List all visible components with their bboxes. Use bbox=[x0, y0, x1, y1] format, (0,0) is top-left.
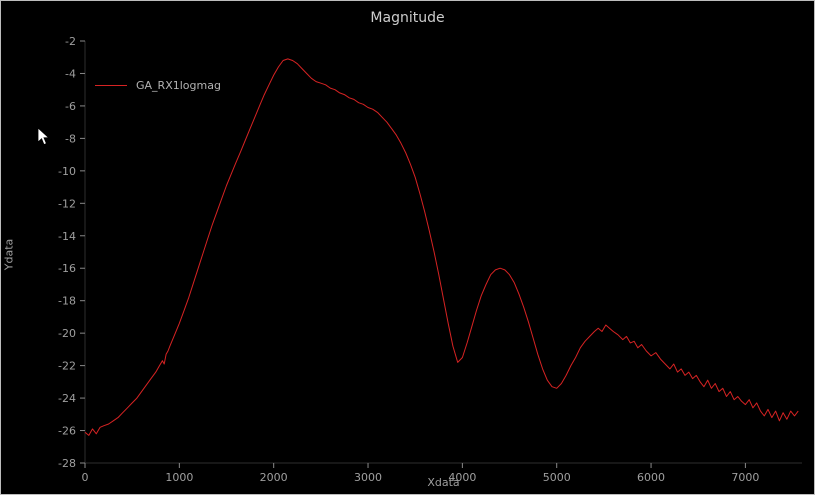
y-tick-label: -26 bbox=[58, 425, 76, 438]
y-tick-label: -12 bbox=[58, 197, 76, 210]
x-axis-label: Xdata bbox=[427, 476, 460, 489]
legend-series-label: GA_RX1logmag bbox=[136, 79, 221, 92]
y-tick-label: -6 bbox=[65, 100, 76, 113]
x-tick-label: 6000 bbox=[637, 471, 665, 484]
chart-title: Magnitude bbox=[370, 10, 445, 26]
y-tick-label: -8 bbox=[65, 132, 76, 145]
y-tick-label: -4 bbox=[65, 67, 76, 80]
y-tick-label: -22 bbox=[58, 360, 76, 373]
y-tick-label: -2 bbox=[65, 35, 76, 48]
mouse-cursor bbox=[37, 127, 50, 146]
y-tick-label: -20 bbox=[58, 327, 76, 340]
y-tick-label: -14 bbox=[58, 230, 76, 243]
x-tick-label: 4000 bbox=[448, 471, 476, 484]
x-tick-label: 0 bbox=[82, 471, 89, 484]
series-line-GA_RX1logmag bbox=[84, 58, 799, 436]
y-tick-label: -18 bbox=[58, 295, 76, 308]
legend: GA_RX1logmag bbox=[95, 79, 221, 92]
x-tick-label: 5000 bbox=[543, 471, 571, 484]
x-tick-label: 7000 bbox=[731, 471, 759, 484]
y-tick-label: -28 bbox=[58, 457, 76, 470]
x-tick-label: 1000 bbox=[165, 471, 193, 484]
legend-line-swatch bbox=[95, 85, 127, 86]
y-tick-label: -10 bbox=[58, 165, 76, 178]
x-tick-label: 2000 bbox=[260, 471, 288, 484]
y-tick-label: -16 bbox=[58, 262, 76, 275]
x-tick-label: 3000 bbox=[354, 471, 382, 484]
y-tick-label: -24 bbox=[58, 392, 76, 405]
